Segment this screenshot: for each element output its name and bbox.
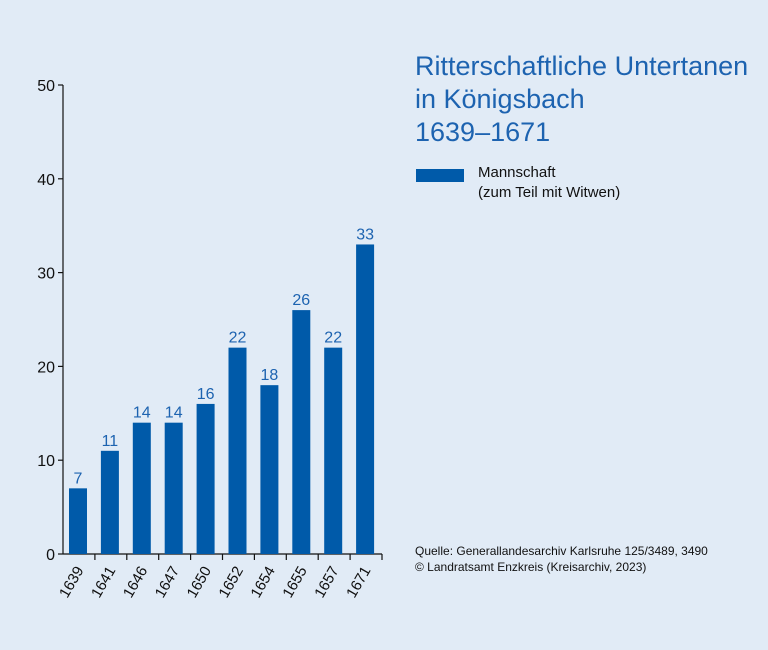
x-tick-label: 1654 xyxy=(247,564,278,601)
x-tick-label: 1671 xyxy=(343,564,374,601)
bar xyxy=(132,422,151,554)
y-tick-label: 50 xyxy=(37,78,55,95)
bars xyxy=(69,244,375,554)
y-axis: 0 10 20 30 40 50 xyxy=(37,78,64,564)
bar xyxy=(292,310,311,554)
value-label: 26 xyxy=(292,292,310,309)
bar xyxy=(69,488,87,554)
x-tick-label: 1641 xyxy=(88,564,119,601)
bar xyxy=(260,385,279,554)
value-label: 14 xyxy=(133,405,151,422)
value-label: 18 xyxy=(261,367,279,384)
bar xyxy=(356,244,375,554)
y-tick-label: 20 xyxy=(37,359,55,376)
x-tick-label: 1655 xyxy=(279,564,310,601)
value-label: 22 xyxy=(229,330,247,347)
value-labels: 7 11 14 14 16 22 18 26 22 33 xyxy=(74,226,375,487)
y-tick-label: 0 xyxy=(46,547,55,564)
bar xyxy=(164,422,183,554)
y-tick-label: 40 xyxy=(37,172,55,189)
bar xyxy=(196,403,215,554)
chart-title-line: Ritterschaftliche Untertanen xyxy=(415,51,749,81)
x-tick-label: 1652 xyxy=(216,564,247,601)
chart-title: Ritterschaftliche Untertanen in Königsba… xyxy=(415,50,748,149)
value-label: 22 xyxy=(324,330,342,347)
x-tick-label: 1647 xyxy=(152,564,183,601)
legend-swatch xyxy=(416,169,464,182)
bar xyxy=(324,347,343,554)
source-note: Quelle: Generallandesarchiv Karlsruhe 12… xyxy=(415,543,708,575)
legend-label-line: (zum Teil mit Witwen) xyxy=(478,184,621,201)
source-line: Quelle: Generallandesarchiv Karlsruhe 12… xyxy=(415,544,708,558)
x-axis xyxy=(63,553,383,560)
y-tick-label: 30 xyxy=(37,266,55,283)
chart-title-line: 1639–1671 xyxy=(415,117,551,147)
value-label: 33 xyxy=(356,226,374,243)
value-label: 16 xyxy=(197,386,215,403)
chart-title-line: in Königsbach xyxy=(415,84,585,114)
legend-label: Mannschaft (zum Teil mit Witwen) xyxy=(478,163,718,203)
x-tick-labels: 1639 1641 1646 1647 1650 1652 1654 1655 1657 1671 xyxy=(56,564,375,601)
value-label: 7 xyxy=(74,470,83,487)
value-label: 14 xyxy=(165,405,183,422)
bar xyxy=(100,450,119,554)
bar xyxy=(228,347,247,554)
x-tick-label: 1639 xyxy=(56,564,87,601)
x-tick-label: 1646 xyxy=(120,564,151,601)
y-tick-label: 10 xyxy=(37,453,55,470)
legend-label-line: Mannschaft xyxy=(478,164,556,181)
copyright-line: © Landratsamt Enzkreis (Kreisarchiv, 202… xyxy=(415,560,647,574)
value-label: 11 xyxy=(102,433,119,450)
x-tick-label: 1657 xyxy=(311,564,342,601)
x-tick-label: 1650 xyxy=(184,564,215,601)
